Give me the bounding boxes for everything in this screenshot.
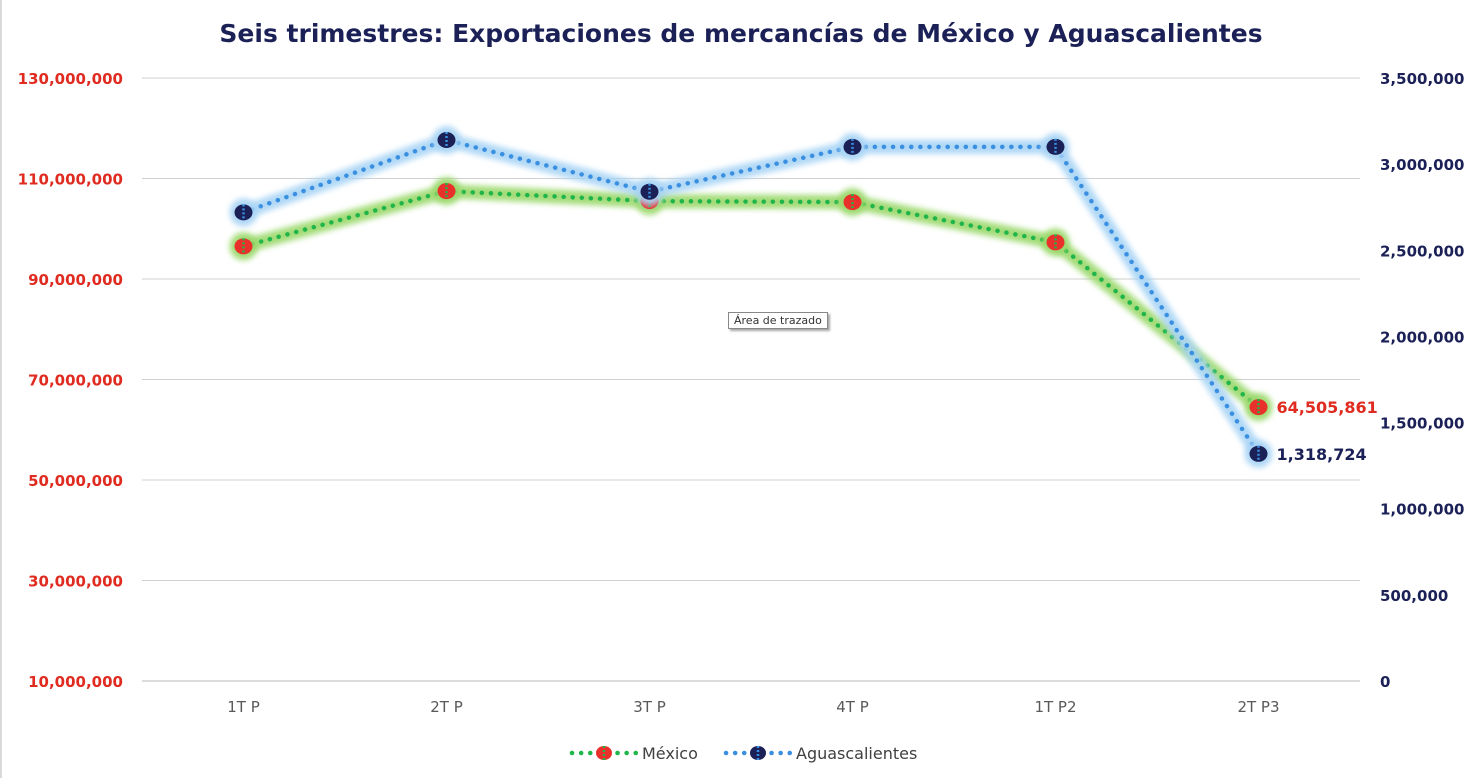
series-line-aguascalientes — [241, 137, 1261, 457]
y-right-tick-label: 2,500,000 — [1380, 242, 1464, 260]
legend-marker-mexico — [596, 746, 612, 760]
y-left-tick-label: 110,000,000 — [18, 171, 123, 189]
data-label-mexico: 64,505,861 — [1277, 398, 1378, 417]
x-tick-label: 1T P2 — [1034, 698, 1076, 716]
y-right-tick-label: 3,500,000 — [1380, 70, 1464, 88]
y-left-tick-label: 10,000,000 — [28, 673, 123, 691]
x-tick-label: 1T P — [227, 698, 260, 716]
y-right-tick-label: 1,000,000 — [1380, 501, 1464, 519]
x-tick-label: 4T P — [836, 698, 869, 716]
y-right-tick-label: 0 — [1380, 673, 1390, 691]
x-tick-label: 3T P — [633, 698, 666, 716]
y-left-tick-label: 30,000,000 — [28, 573, 123, 591]
y-right-tick-label: 2,000,000 — [1380, 328, 1464, 346]
y-left-tick-label: 50,000,000 — [28, 472, 123, 490]
chart-title: Seis trimestres: Exportaciones de mercan… — [219, 19, 1262, 48]
y-right-tick-label: 500,000 — [1380, 587, 1448, 605]
plot-area-tooltip: Área de trazado — [728, 312, 828, 329]
y-left-tick-label: 90,000,000 — [28, 271, 123, 289]
x-tick-label: 2T P — [430, 698, 463, 716]
y-right-tick-label: 3,000,000 — [1380, 156, 1464, 174]
x-tick-label: 2T P3 — [1237, 698, 1279, 716]
y-right-tick-label: 1,500,000 — [1380, 415, 1464, 433]
y-left-tick-label: 70,000,000 — [28, 372, 123, 390]
legend-marker-aguascalientes — [750, 746, 766, 760]
legend-label-aguascalientes: Aguascalientes — [796, 744, 917, 763]
data-label-aguascalientes: 1,318,724 — [1277, 445, 1367, 464]
series-glow-mexico — [236, 184, 1266, 415]
legend-label-mexico: México — [642, 744, 698, 763]
series-glow-aguascalientes — [236, 133, 1266, 461]
y-left-tick-label: 130,000,000 — [18, 70, 123, 88]
